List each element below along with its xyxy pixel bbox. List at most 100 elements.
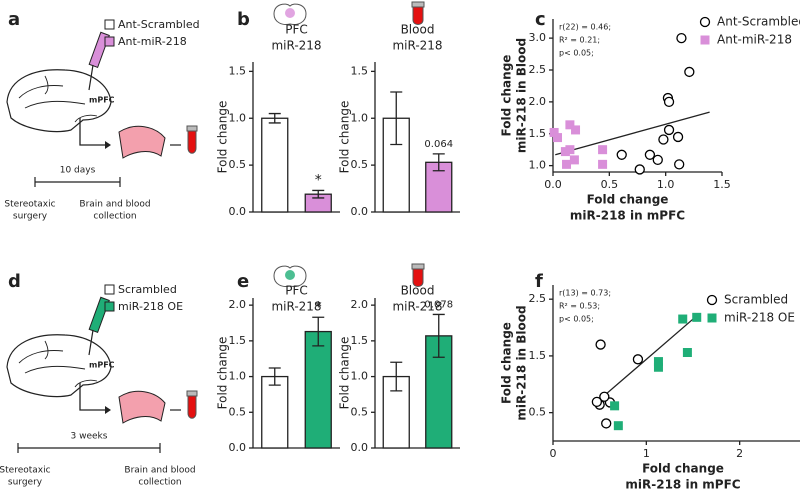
vial-cap <box>186 390 198 397</box>
point <box>644 149 656 160</box>
error-bar <box>432 313 445 358</box>
point <box>682 348 692 358</box>
y-tick-label: 1.5 <box>529 127 547 140</box>
chart-title: Blood <box>401 23 435 37</box>
error-bar <box>312 316 325 347</box>
annotation: * <box>315 172 322 188</box>
x-tick-label: 1.5 <box>713 178 731 191</box>
legend-label: Ant-Scrambled <box>717 15 800 29</box>
legend-label: Ant-miR-218 <box>118 35 187 48</box>
y-tick-label: 1.0 <box>229 111 247 124</box>
region-label: mPFC <box>89 361 115 370</box>
point <box>565 120 575 130</box>
timeline-start: Stereotaxic <box>4 200 55 210</box>
y-tick-label: 3.0 <box>529 31 547 44</box>
point <box>565 145 575 155</box>
y-axis-label: Fold change <box>500 322 514 404</box>
brain-section-icon <box>273 265 307 287</box>
x-tick-label: 0 <box>550 447 557 460</box>
y-axis-label: Fold change <box>216 337 230 410</box>
error-bar <box>390 361 403 392</box>
chart-title: miR-218 <box>271 39 321 53</box>
brain-folds <box>18 75 98 123</box>
x-tick-label: 1 <box>643 447 650 460</box>
legend-marker <box>707 313 717 323</box>
region-label: mPFC <box>89 96 115 105</box>
point <box>674 159 685 170</box>
stat-text: r(13) = 0.73; <box>559 289 611 298</box>
point <box>553 133 563 143</box>
point <box>569 155 579 165</box>
timeline-start: surgery <box>13 212 48 222</box>
panel-label: b <box>237 9 250 30</box>
vial-cap <box>186 125 198 132</box>
point <box>562 159 572 169</box>
y-tick-label: 1.0 <box>351 370 369 383</box>
legend-label: Scrambled <box>118 283 177 296</box>
legend-swatch <box>104 19 115 30</box>
y-tick-label: 1.0 <box>529 159 547 172</box>
arrow-head <box>105 406 111 414</box>
y-tick-label: 2.5 <box>529 63 547 76</box>
y-tick-label: 1.5 <box>351 334 369 347</box>
x-tick-label: 0.5 <box>601 178 619 191</box>
x-axis-label: Fold change <box>587 193 669 207</box>
point <box>598 159 608 169</box>
legend-marker <box>706 294 718 306</box>
panel-label: a <box>8 9 20 30</box>
legend-label: miR-218 OE <box>118 300 183 313</box>
y-axis-label: miR-218 in Blood <box>515 305 529 420</box>
syringe-needle <box>88 64 94 91</box>
brain-folds <box>18 340 98 388</box>
point <box>601 418 612 429</box>
y-axis-label: Fold change <box>500 55 514 137</box>
x-axis-label: miR-218 in mPFC <box>625 478 740 492</box>
arrow-head <box>105 141 111 149</box>
legend-swatch <box>104 284 115 295</box>
x-tick-label: 0.0 <box>544 178 562 191</box>
timeline-end: collection <box>93 212 136 222</box>
legend-label: Ant-miR-218 <box>717 33 792 47</box>
y-axis-label: Fold change <box>338 101 352 174</box>
y-tick-label: 1.5 <box>229 64 247 77</box>
y-tick-label: 0.0 <box>351 205 369 218</box>
y-tick-label: 0.5 <box>229 158 247 171</box>
point <box>652 154 663 166</box>
point <box>549 127 559 137</box>
arrow <box>79 383 105 411</box>
x-tick-label: 2 <box>736 447 743 460</box>
y-axis-label: Fold change <box>338 337 352 410</box>
point <box>613 421 623 431</box>
tissue <box>118 390 166 424</box>
panel-label: c <box>535 9 546 30</box>
chart-title: miR-218 <box>392 39 442 53</box>
point <box>678 314 688 324</box>
tissue <box>118 125 166 159</box>
stat-text: p< 0.05; <box>559 315 594 324</box>
point <box>598 145 608 155</box>
stat-text: r(22) = 0.46; <box>559 23 611 32</box>
point <box>634 164 645 175</box>
y-tick-label: 1.5 <box>351 64 369 77</box>
y-tick-label: 1.5 <box>229 334 247 347</box>
error-bar <box>268 367 281 386</box>
stat-text: p< 0.05; <box>559 49 594 58</box>
stat-text: R² = 0.21; <box>559 36 600 45</box>
chart-title: miR-218 <box>271 300 321 314</box>
legend-swatch <box>104 36 115 47</box>
x-axis-label: miR-218 in mPFC <box>570 209 685 223</box>
chart-title: Blood <box>401 284 435 298</box>
point <box>571 125 581 135</box>
legend-marker <box>699 16 711 28</box>
error-bar <box>268 112 281 124</box>
y-tick-label: 0.5 <box>351 158 369 171</box>
timeline-end: Brain and blood <box>79 200 150 210</box>
timeline-start: surgery <box>8 478 43 488</box>
y-tick-label: 2.0 <box>529 95 547 108</box>
annotation: 0.078 <box>424 299 453 310</box>
point <box>632 354 644 365</box>
annotation: 0.064 <box>424 139 453 150</box>
point <box>672 131 684 143</box>
bar <box>304 330 332 449</box>
